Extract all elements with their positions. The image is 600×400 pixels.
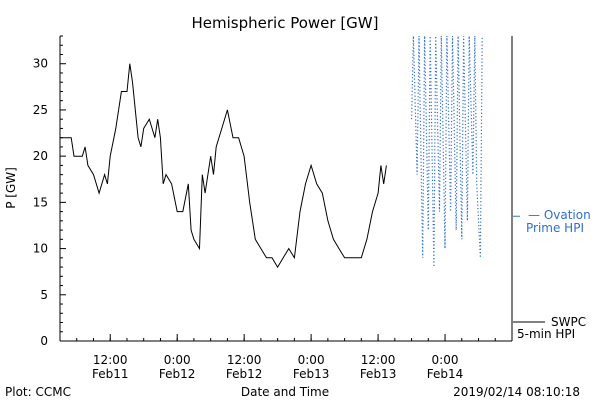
ticks: 05101520253012:00Feb110:00Feb1212:00Feb1… xyxy=(33,35,513,381)
y-tick-label: 10 xyxy=(33,242,48,256)
x-tick-label-time: 0:00 xyxy=(298,353,325,367)
y-tick-label: 20 xyxy=(33,149,48,163)
y-tick-label: 15 xyxy=(33,195,48,209)
x-axis-label: Date and Time xyxy=(241,385,329,399)
swpc-legend-line2: 5-min HPI xyxy=(517,327,575,341)
ovation-legend-line1: — Ovation xyxy=(528,208,591,222)
x-tick-label-date: Feb12 xyxy=(226,367,263,381)
plot-credit: Plot: CCMC xyxy=(5,385,71,399)
timestamp: 2019/02/14 08:10:18 xyxy=(453,385,580,399)
y-tick-label: 30 xyxy=(33,57,48,71)
chart-title: Hemispheric Power [GW] xyxy=(192,14,379,32)
x-tick-label-time: 12:00 xyxy=(361,353,396,367)
y-tick-label: 5 xyxy=(40,288,48,302)
x-tick-label-date: Feb14 xyxy=(427,367,464,381)
x-tick-label-date: Feb13 xyxy=(293,367,330,381)
x-tick-label-date: Feb12 xyxy=(159,367,196,381)
x-tick-label-date: Feb13 xyxy=(360,367,397,381)
swpc-legend-line1: SWPC xyxy=(551,315,586,329)
y-tick-label: 0 xyxy=(40,334,48,348)
x-tick-label-time: 0:00 xyxy=(164,353,191,367)
x-tick-label-time: 12:00 xyxy=(93,353,128,367)
series-layer xyxy=(60,35,483,269)
x-tick-label-time: 0:00 xyxy=(432,353,459,367)
ovation-legend-line2: Prime HPI xyxy=(526,221,584,235)
x-tick-label-time: 12:00 xyxy=(227,353,262,367)
x-tick-label-date: Feb11 xyxy=(92,367,129,381)
ovation-hpi-series-line xyxy=(411,35,483,268)
y-axis-label: P [GW] xyxy=(4,167,18,209)
y-tick-label: 25 xyxy=(33,103,48,117)
axes xyxy=(59,36,545,342)
swpc-hpi-series-line xyxy=(60,63,387,269)
